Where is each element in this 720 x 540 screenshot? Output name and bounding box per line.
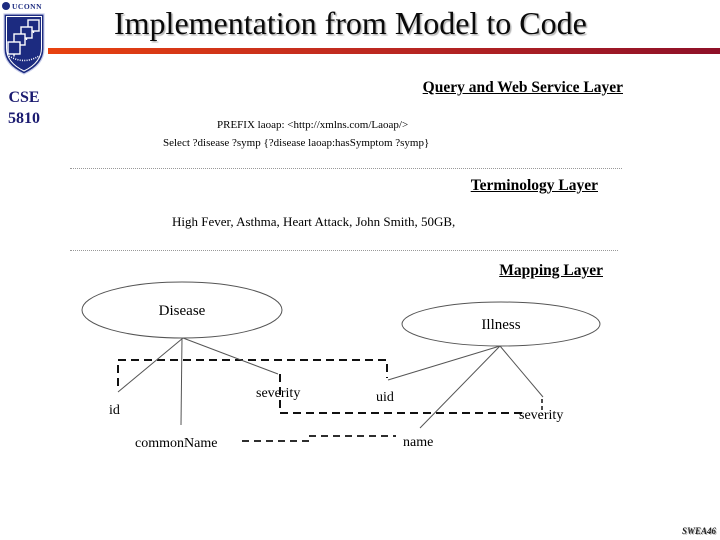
mapping-layer-title: Mapping Layer	[499, 262, 603, 279]
sparql-select-line: Select ?disease ?symp {?disease laoap:ha…	[163, 137, 430, 149]
uconn-shield-logo	[3, 13, 45, 75]
layer-separator-2	[70, 250, 618, 251]
disease-id-line	[117, 337, 184, 393]
illness-attr-severity-label: severity	[519, 408, 563, 423]
disease-severity-line	[182, 337, 279, 375]
uconn-wordmark: UCONN	[2, 1, 48, 11]
layer-separator-1	[70, 168, 622, 169]
illness-name-line	[419, 345, 501, 429]
illness-entity-label: Illness	[481, 317, 520, 333]
mapping-commonname-name-connector	[242, 435, 396, 442]
mapping-id-uid-connector	[117, 359, 388, 386]
disease-entity-label: Disease	[159, 303, 206, 319]
uconn-wordmark-label: UCONN	[12, 1, 42, 11]
husky-logo-icon	[2, 2, 10, 10]
illness-attr-name-label: name	[403, 435, 433, 450]
slide-title: Implementation from Model to Code	[114, 5, 587, 41]
disease-commonname-line	[180, 337, 183, 426]
terminology-content: High Fever, Asthma, Heart Attack, John S…	[172, 214, 456, 229]
query-layer-title: Query and Web Service Layer	[422, 79, 623, 96]
course-code-line2: 5810	[8, 110, 40, 127]
course-code: CSE 5810	[0, 87, 48, 129]
disease-attr-id-label: id	[109, 403, 120, 418]
course-code-line1: CSE	[8, 89, 40, 106]
illness-uid-line	[387, 345, 501, 381]
illness-severity-line	[499, 345, 544, 398]
disease-attr-severity-label: severity	[256, 386, 300, 401]
slide-id-label: SWEA46	[681, 526, 716, 536]
shield-icon	[3, 13, 45, 75]
sidebar: UCONN CSE	[0, 0, 48, 540]
disease-attr-commonname-label: commonName	[135, 436, 217, 451]
illness-entity-ellipse	[401, 301, 601, 347]
illness-attr-uid-label: uid	[376, 390, 394, 405]
terminology-layer-title: Terminology Layer	[470, 177, 598, 194]
accent-divider-line	[48, 48, 720, 54]
mapping-severity-severity-connector	[279, 374, 522, 414]
sparql-prefix-line: PREFIX laoap: <http://xmlns.com/Laoap/>	[217, 119, 409, 131]
